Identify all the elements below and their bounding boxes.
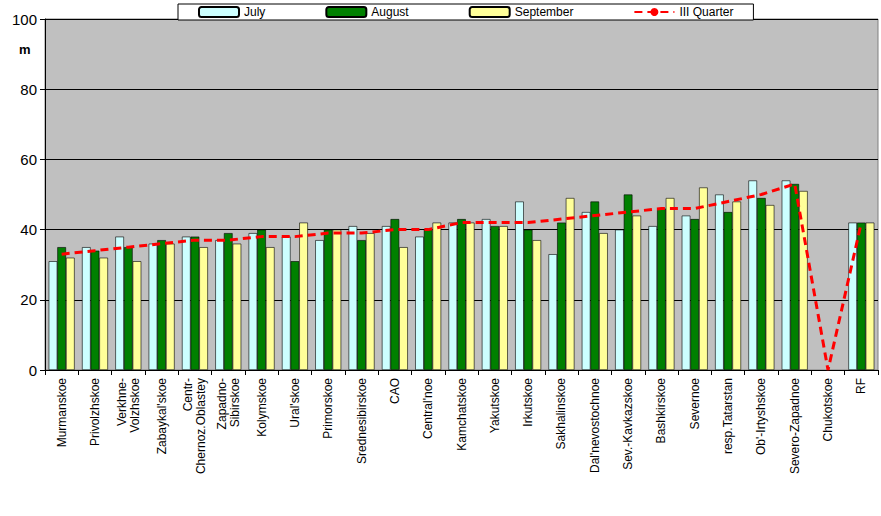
svg-text:Verkhne-: Verkhne- [115, 378, 129, 426]
svg-text:Severo-Zapadnoe: Severo-Zapadnoe [788, 378, 802, 474]
svg-text:Yakutskoe: Yakutskoe [488, 378, 502, 433]
svg-text:July: July [244, 5, 265, 19]
svg-text:Primorskoe: Primorskoe [321, 378, 335, 439]
svg-text:III Quarter: III Quarter [679, 5, 733, 19]
svg-text:m: m [19, 42, 31, 57]
svg-text:Ob'-Irtyshskoe: Ob'-Irtyshskoe [754, 378, 768, 455]
svg-text:80: 80 [20, 81, 37, 98]
svg-text:September: September [515, 5, 574, 19]
svg-text:RF: RF [854, 378, 868, 394]
svg-text:Zapadno-: Zapadno- [215, 378, 229, 429]
svg-text:Bashkirskoe: Bashkirskoe [654, 378, 668, 444]
svg-text:40: 40 [20, 221, 37, 238]
svg-text:Kamchatskoe: Kamchatskoe [455, 378, 469, 451]
svg-text:Privolzhskoe: Privolzhskoe [88, 378, 102, 446]
svg-text:Sakhalinskoe: Sakhalinskoe [554, 378, 568, 450]
svg-text:20: 20 [20, 291, 37, 308]
svg-text:CAO: CAO [388, 378, 402, 404]
svg-text:0: 0 [29, 362, 37, 379]
svg-text:Sev.-Kavkazskoe: Sev.-Kavkazskoe [621, 378, 635, 470]
svg-text:Sibirskoe: Sibirskoe [228, 378, 242, 428]
svg-text:Chernoz.Oblastey: Chernoz.Oblastey [194, 378, 208, 474]
svg-text:60: 60 [20, 151, 37, 168]
svg-text:Zabaykal'skoe: Zabaykal'skoe [155, 378, 169, 455]
svg-text:Volzhskoe: Volzhskoe [128, 378, 142, 433]
svg-text:Dal'nevostochnoe: Dal'nevostochnoe [588, 378, 602, 473]
svg-text:Chukotskoe: Chukotskoe [821, 378, 835, 442]
svg-text:100: 100 [12, 11, 37, 28]
svg-text:Kolymskoe: Kolymskoe [255, 378, 269, 437]
svg-text:Irkutskoe: Irkutskoe [521, 378, 535, 427]
svg-text:Murmanskoe: Murmanskoe [55, 378, 69, 448]
svg-text:Central'noe: Central'noe [421, 378, 435, 439]
svg-text:Ural'skoe: Ural'skoe [288, 378, 302, 428]
svg-text:Centr-: Centr- [181, 378, 195, 411]
svg-text:resp.Tatarstan: resp.Tatarstan [721, 378, 735, 454]
svg-text:Severnoe: Severnoe [688, 378, 702, 430]
svg-text:Srednesibirskoe: Srednesibirskoe [355, 378, 369, 464]
svg-text:August: August [371, 5, 409, 19]
